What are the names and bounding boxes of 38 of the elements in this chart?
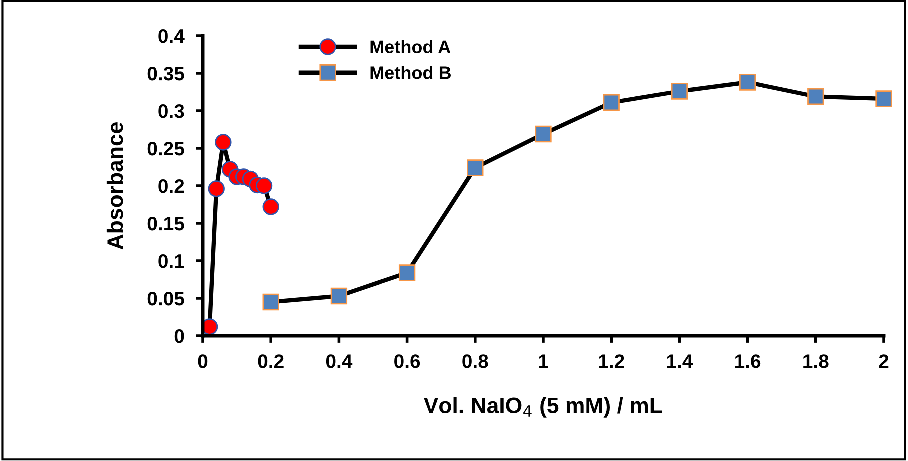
x-tick-label: 1.4 — [667, 354, 694, 368]
point — [808, 88, 824, 106]
x-tick-label: 0.4 — [326, 354, 353, 368]
y-tick-label: 0.3 — [158, 104, 184, 118]
y-axis-title: Absorbance — [106, 122, 124, 250]
point — [535, 126, 552, 143]
y-tick-label: 0.1 — [158, 254, 184, 268]
y-tick-label: 0.2 — [158, 179, 184, 194]
x-tick-label: 0.2 — [258, 354, 284, 368]
point — [739, 74, 756, 91]
x-tick-label: 1.2 — [599, 354, 624, 368]
x-tick-label: 1.8 — [804, 354, 829, 368]
x-tick-label: 1.6 — [736, 354, 761, 368]
x-tick-label: 2 — [879, 354, 889, 368]
point — [467, 160, 484, 176]
y-tick-label: 0 — [174, 329, 184, 344]
point — [262, 198, 280, 216]
point — [256, 178, 273, 194]
x-tick-label: 1 — [539, 354, 548, 368]
legend-label: Method B — [370, 66, 451, 80]
y-tick-label: 0.35 — [148, 66, 184, 81]
legend-label: Method A — [370, 40, 451, 54]
point — [215, 134, 232, 151]
point — [671, 83, 688, 100]
y-tick-label: 0.15 — [148, 216, 184, 231]
x-axis-title: Vol. NaIO$_{4}$ (5 mM) / mL — [424, 397, 662, 418]
point — [876, 90, 892, 108]
point — [330, 288, 348, 305]
point — [208, 180, 225, 198]
x-tick-label: 0.8 — [462, 354, 488, 368]
y-tick-label: 0.4 — [158, 29, 185, 44]
point — [398, 264, 416, 282]
y-tick-label: 0.05 — [148, 292, 184, 306]
point — [603, 94, 620, 112]
x-tick-label: 0 — [198, 354, 208, 368]
y-tick-label: 0.25 — [148, 142, 184, 156]
x-tick-label: 0.6 — [394, 354, 420, 368]
point — [262, 294, 280, 311]
